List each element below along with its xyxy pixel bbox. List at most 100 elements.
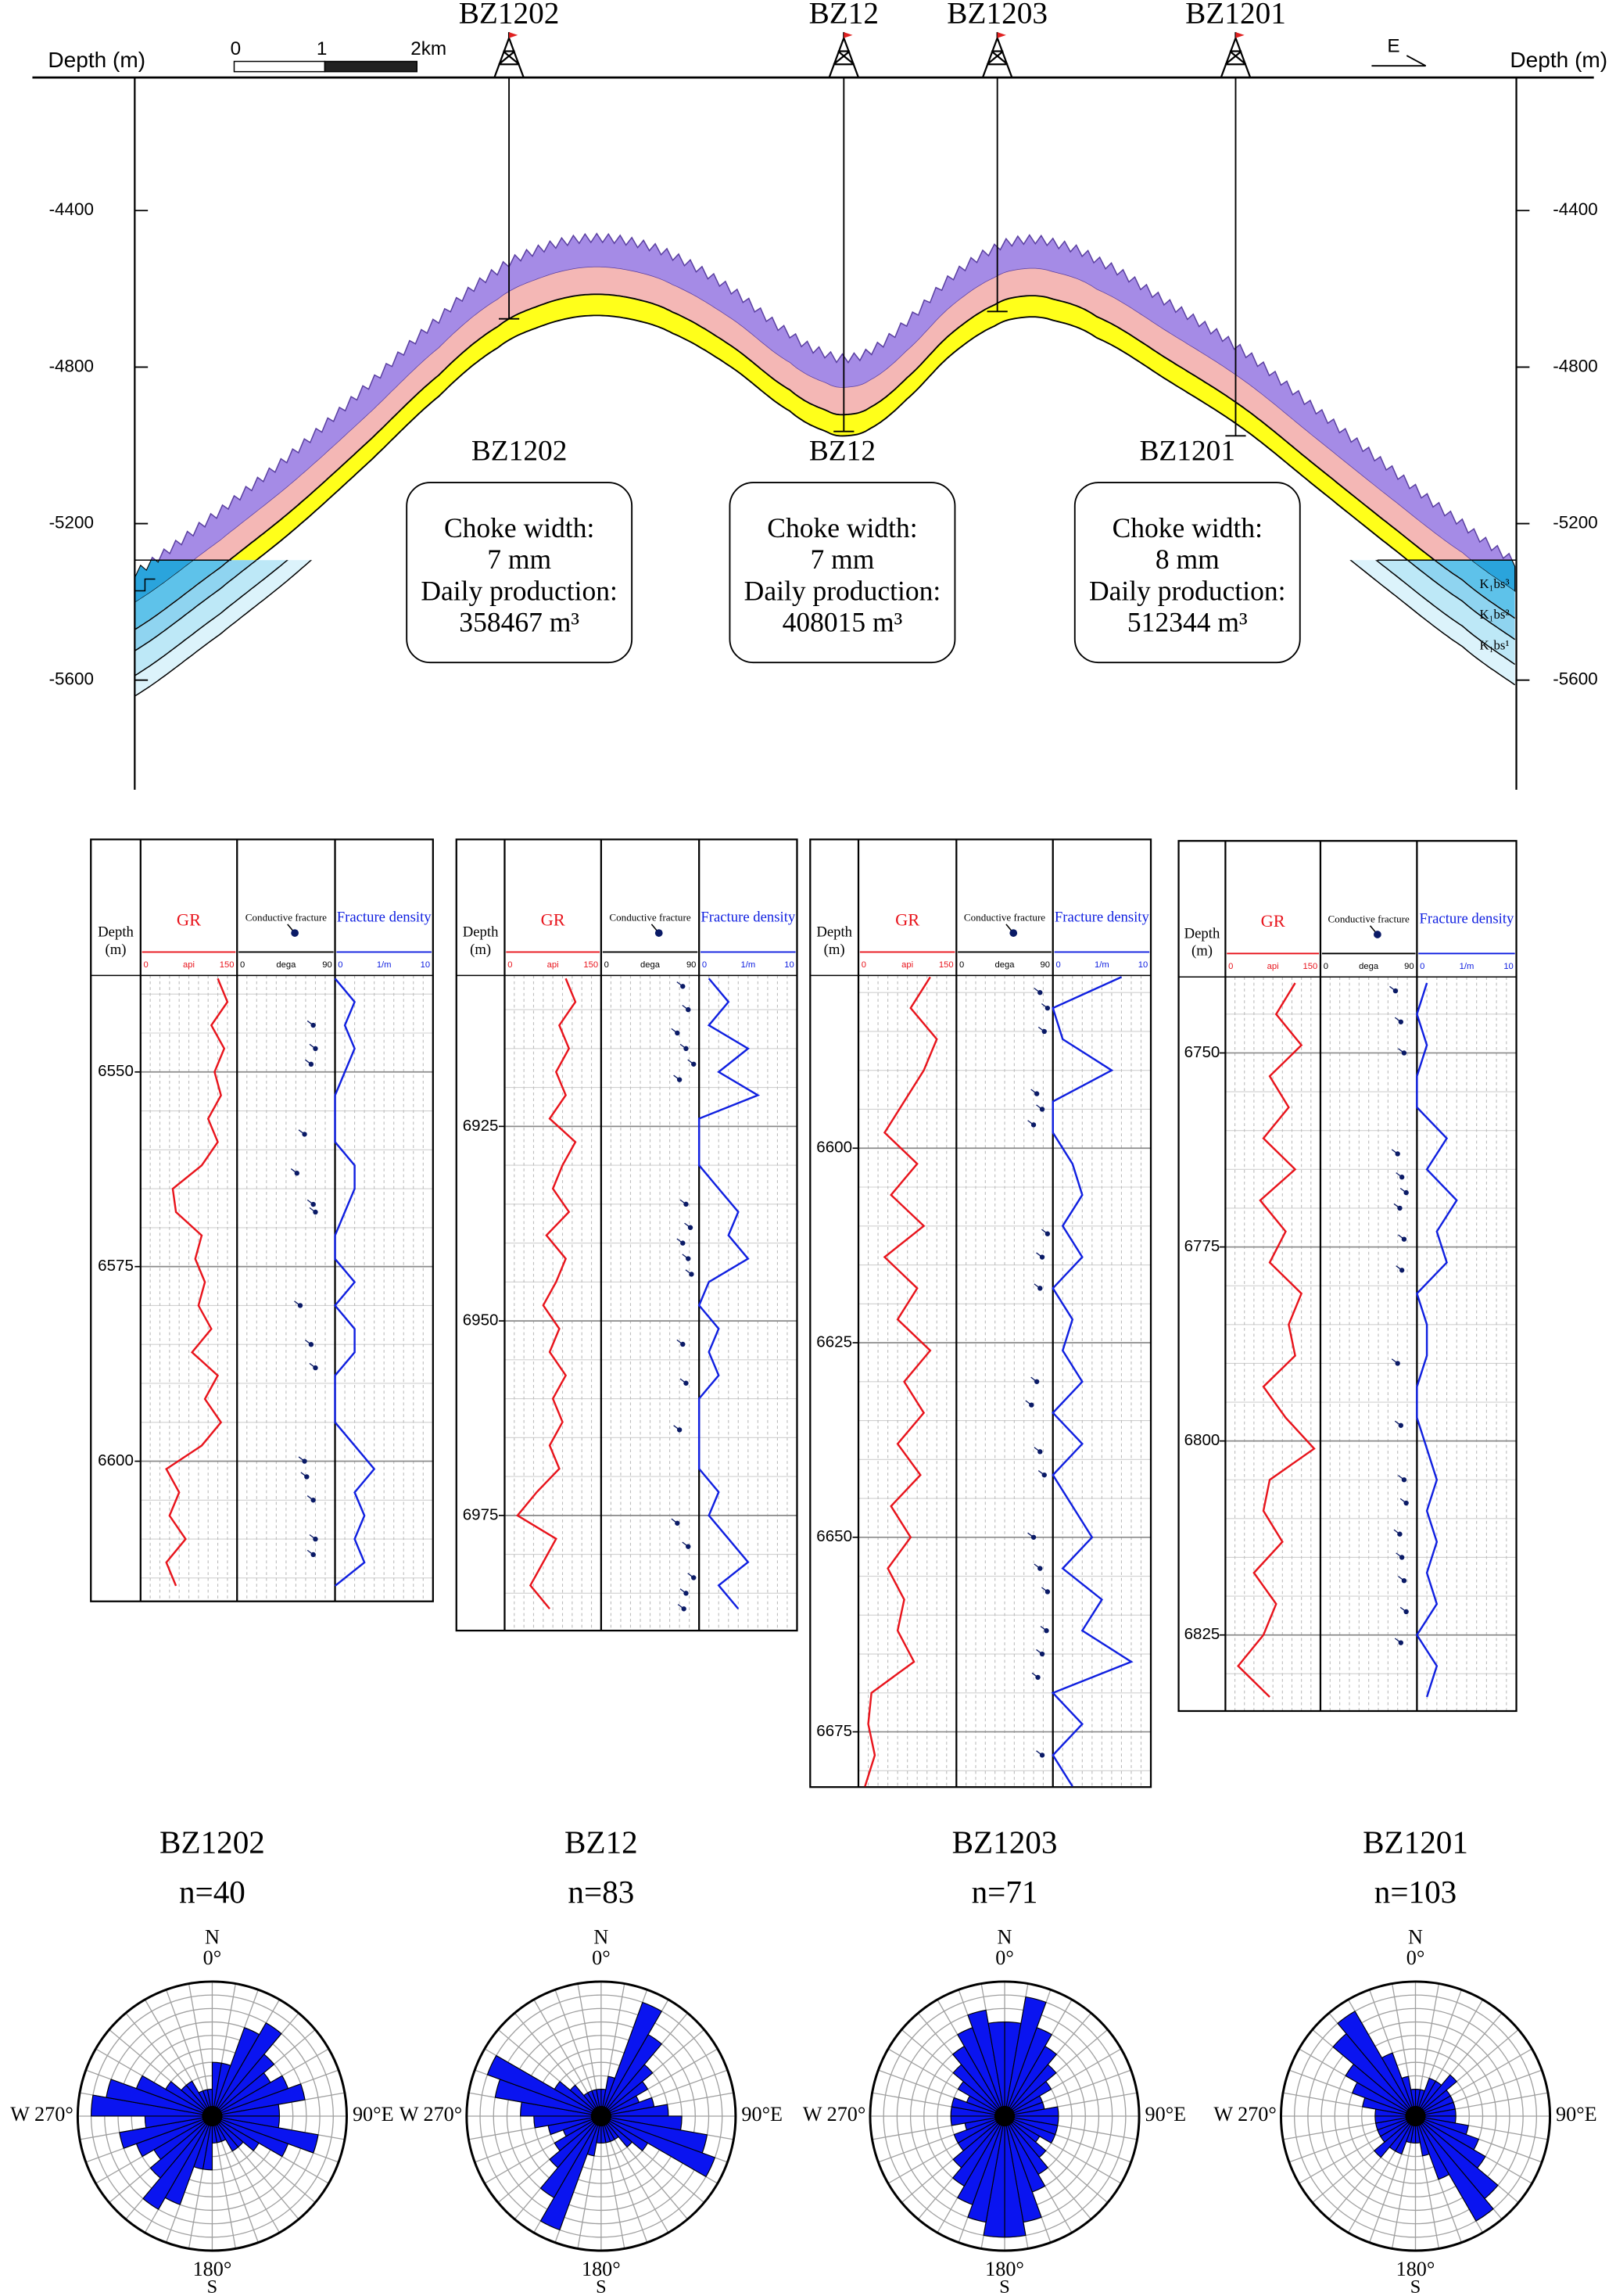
- fracture: [313, 1536, 318, 1542]
- y-tick-label: -4800: [1553, 356, 1597, 375]
- fracture: [676, 1077, 683, 1082]
- scale-label: dega: [276, 960, 296, 970]
- depth-header: (m): [470, 942, 491, 958]
- fracture: [1398, 1422, 1403, 1428]
- rose-petal: [1004, 2115, 1056, 2144]
- rose-label: 0°: [592, 1946, 611, 1969]
- fracture: [1401, 1477, 1407, 1483]
- rose-label: 90°E: [1145, 2103, 1187, 2126]
- gr-header: GR: [541, 909, 565, 929]
- fracture: [1044, 1231, 1051, 1236]
- layer-pink: [194, 267, 1471, 561]
- rose-outline: [465, 1980, 737, 2252]
- y-tick-label: -5200: [1553, 512, 1597, 532]
- rose-petal: [1004, 2045, 1058, 2117]
- scale-label: 0: [144, 960, 149, 970]
- depth-header: Depth: [816, 924, 852, 940]
- fracture: [683, 1201, 689, 1207]
- well-name: BZ1203: [947, 0, 1048, 30]
- rose-petal: [135, 2075, 213, 2117]
- scale-label: 0: [507, 960, 512, 970]
- fracture: [302, 1132, 307, 1137]
- rose-petal: [600, 2115, 633, 2148]
- box-text: Daily production:: [744, 575, 941, 606]
- gr-curve: [165, 978, 229, 1587]
- scale-label: api: [183, 960, 195, 970]
- fracture-header: Conductive fracture: [609, 911, 690, 923]
- fracture: [1039, 1651, 1045, 1657]
- rose-diagram: BZ12 n=83 N0° 90°E W 270° 180°S: [400, 1824, 783, 2296]
- box-text: 358467 m³: [459, 607, 579, 638]
- y-tick-label: -5200: [49, 512, 94, 532]
- rose-label: N: [593, 1926, 608, 1949]
- box-text: Choke width:: [1113, 512, 1263, 544]
- scale-label: 0: [240, 960, 245, 970]
- depth-tick-label: 6825: [1184, 1625, 1220, 1643]
- fracture: [1037, 1566, 1043, 1571]
- depth-tick-label: 6675: [816, 1722, 852, 1740]
- scale-label: 0: [231, 38, 242, 59]
- scale-label: 0: [959, 960, 964, 970]
- layer-boundary: [228, 293, 1436, 561]
- scale-label: api: [547, 960, 559, 970]
- fracture: [675, 1030, 680, 1036]
- rose-label: S: [207, 2276, 218, 2296]
- fracture: [313, 1209, 318, 1215]
- rose-petal: [1401, 2075, 1417, 2117]
- rose-petal: [554, 2080, 602, 2117]
- y-tick-label: -4400: [49, 199, 94, 219]
- rose-petal: [549, 2115, 602, 2169]
- fracture-icon: [654, 929, 663, 937]
- scale-label: dega: [1359, 962, 1379, 971]
- scale-label: 10: [1503, 962, 1513, 971]
- box-text: Daily production:: [421, 575, 618, 606]
- derrick-flag: [844, 32, 853, 38]
- scale-label: 90: [686, 960, 696, 970]
- layer-blue: [134, 560, 1515, 697]
- rose-label: N: [205, 1926, 220, 1949]
- depth-header: (m): [824, 942, 845, 958]
- rose-label: W 270°: [10, 2103, 73, 2126]
- log-frame: [809, 838, 1152, 1788]
- fracture: [310, 1022, 316, 1028]
- fracture: [297, 1303, 303, 1308]
- fracture: [1041, 1473, 1047, 1478]
- rose-petal: [1415, 2115, 1494, 2222]
- fracture: [675, 1520, 680, 1526]
- rose-outline: [1279, 1980, 1552, 2252]
- rose-center: [590, 2105, 611, 2127]
- well-log: 6925 6950 6975 Depth (m) GR 0 api 150 Conductive …: [455, 838, 798, 1632]
- fracture-icon: [1374, 931, 1381, 938]
- fracture: [691, 1575, 697, 1580]
- fracture: [681, 1606, 686, 1612]
- scale-label: 0: [702, 960, 707, 970]
- rose-petal: [1004, 2080, 1052, 2117]
- rose-label: 0°: [203, 1946, 222, 1969]
- fracture: [686, 1256, 691, 1261]
- scale-label: 150: [939, 960, 954, 970]
- derrick: [828, 32, 860, 78]
- scale-label: 0: [338, 960, 342, 970]
- derrick: [493, 32, 525, 78]
- rose-diagram: BZ1201 n=103 N0° 90°E W 270° 180°S: [1213, 1824, 1596, 2296]
- rose-petal: [211, 2022, 282, 2117]
- box-text: 408015 m³: [783, 607, 903, 638]
- depth-header: (m): [1191, 943, 1213, 960]
- depth-tick-label: 6600: [816, 1139, 852, 1157]
- rose-petal: [1414, 2115, 1430, 2157]
- well-name: BZ1202: [459, 0, 560, 30]
- rose-petal: [600, 2033, 663, 2117]
- box-well-name: BZ1202: [471, 435, 568, 467]
- scale-label: 0: [1055, 960, 1060, 970]
- scale-label: 0: [1420, 962, 1424, 971]
- scale-label: 150: [1302, 962, 1317, 971]
- scale-label: 2km: [410, 38, 446, 59]
- box-text: 8 mm: [1156, 544, 1220, 575]
- gr-header: GR: [1261, 911, 1285, 931]
- rose-petal: [1004, 2027, 1053, 2117]
- fracture: [1041, 1028, 1047, 1035]
- rose-petal: [1374, 2115, 1416, 2158]
- depth-header: (m): [106, 942, 127, 958]
- box-text: 7 mm: [487, 544, 551, 575]
- rose-petal: [211, 2115, 239, 2152]
